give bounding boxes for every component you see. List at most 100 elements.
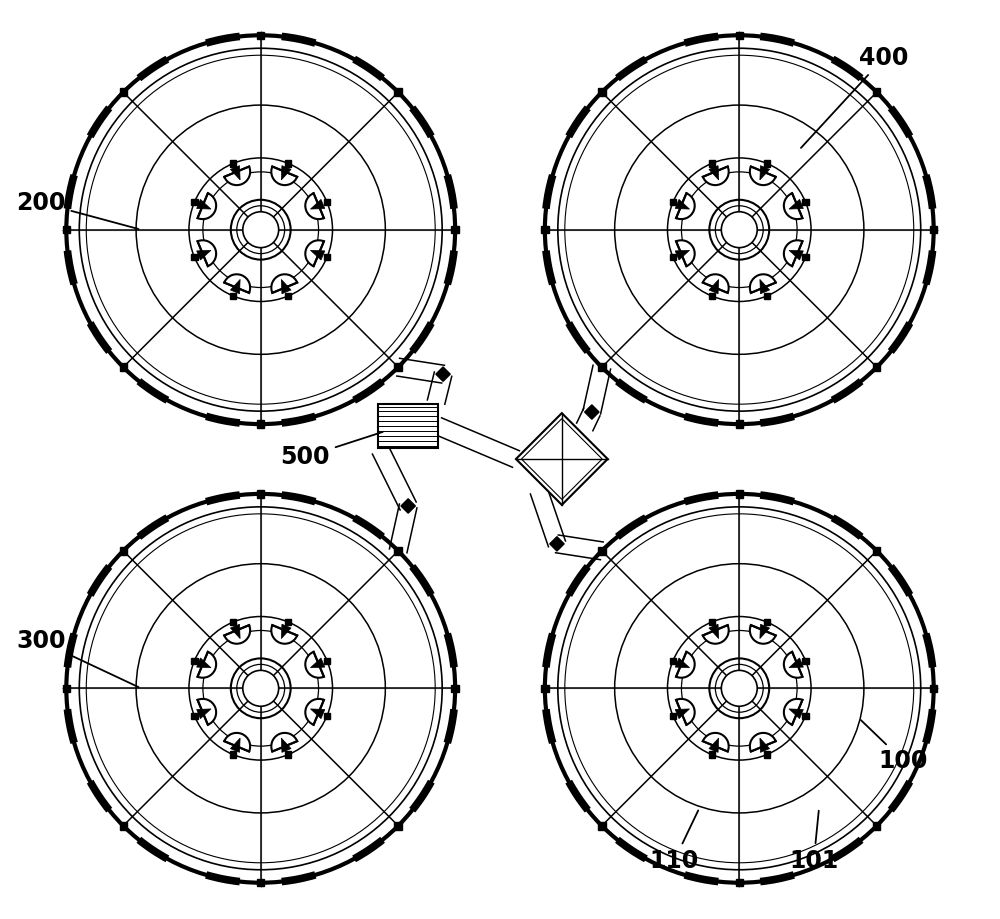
Wedge shape bbox=[271, 732, 297, 752]
Polygon shape bbox=[675, 658, 690, 668]
Bar bbox=[709, 160, 715, 166]
Bar bbox=[451, 685, 459, 692]
Bar bbox=[598, 88, 606, 96]
Circle shape bbox=[721, 670, 757, 707]
Wedge shape bbox=[224, 166, 250, 185]
Wedge shape bbox=[271, 166, 297, 185]
Circle shape bbox=[243, 211, 279, 247]
Bar bbox=[257, 490, 264, 497]
Circle shape bbox=[243, 670, 279, 707]
Bar bbox=[802, 199, 809, 206]
Bar bbox=[670, 199, 676, 206]
Polygon shape bbox=[310, 709, 325, 719]
Bar bbox=[257, 879, 264, 887]
Polygon shape bbox=[709, 624, 719, 639]
Bar bbox=[120, 88, 127, 96]
Bar bbox=[670, 658, 676, 664]
Bar bbox=[709, 752, 715, 758]
Bar bbox=[670, 254, 676, 260]
Wedge shape bbox=[198, 240, 216, 267]
Polygon shape bbox=[230, 738, 240, 753]
Text: 101: 101 bbox=[789, 811, 838, 873]
Bar bbox=[191, 712, 198, 719]
Bar bbox=[191, 199, 198, 206]
Polygon shape bbox=[760, 738, 770, 753]
Bar bbox=[709, 293, 715, 300]
Polygon shape bbox=[760, 279, 770, 294]
Polygon shape bbox=[709, 165, 719, 180]
Bar bbox=[802, 658, 809, 664]
Wedge shape bbox=[271, 625, 297, 643]
Wedge shape bbox=[703, 625, 729, 643]
Polygon shape bbox=[789, 709, 803, 719]
Wedge shape bbox=[703, 274, 729, 293]
Bar bbox=[598, 363, 606, 371]
Polygon shape bbox=[197, 709, 211, 719]
Bar bbox=[63, 685, 70, 692]
Wedge shape bbox=[750, 732, 776, 752]
Bar bbox=[191, 254, 198, 260]
Wedge shape bbox=[676, 193, 695, 219]
Bar bbox=[230, 618, 236, 625]
Bar bbox=[764, 618, 770, 625]
Wedge shape bbox=[676, 240, 695, 267]
Wedge shape bbox=[305, 698, 324, 725]
Polygon shape bbox=[760, 165, 770, 180]
Wedge shape bbox=[305, 193, 324, 219]
Wedge shape bbox=[224, 274, 250, 293]
Bar bbox=[873, 547, 880, 554]
Bar bbox=[230, 160, 236, 166]
Polygon shape bbox=[675, 199, 690, 210]
Wedge shape bbox=[198, 193, 216, 219]
Polygon shape bbox=[709, 279, 719, 294]
Wedge shape bbox=[198, 698, 216, 725]
Bar bbox=[802, 712, 809, 719]
Bar bbox=[736, 31, 743, 39]
Polygon shape bbox=[516, 414, 608, 505]
Bar bbox=[873, 822, 880, 830]
Bar bbox=[736, 420, 743, 428]
Bar bbox=[802, 254, 809, 260]
Polygon shape bbox=[789, 250, 803, 260]
Bar bbox=[764, 752, 770, 758]
Polygon shape bbox=[585, 405, 599, 419]
Polygon shape bbox=[550, 537, 564, 551]
Wedge shape bbox=[305, 652, 324, 677]
Polygon shape bbox=[197, 250, 211, 260]
Polygon shape bbox=[281, 624, 291, 639]
Bar bbox=[285, 618, 291, 625]
Polygon shape bbox=[281, 738, 291, 753]
Polygon shape bbox=[760, 624, 770, 639]
Bar bbox=[394, 363, 402, 371]
Bar bbox=[285, 752, 291, 758]
Polygon shape bbox=[789, 199, 803, 210]
Bar bbox=[394, 822, 402, 830]
Polygon shape bbox=[197, 658, 211, 668]
Bar bbox=[324, 712, 330, 719]
Polygon shape bbox=[675, 250, 690, 260]
Text: 110: 110 bbox=[650, 811, 699, 873]
Text: 100: 100 bbox=[861, 720, 928, 773]
Bar bbox=[63, 226, 70, 233]
Bar bbox=[930, 226, 937, 233]
Polygon shape bbox=[230, 624, 240, 639]
Polygon shape bbox=[310, 658, 325, 668]
Polygon shape bbox=[310, 199, 325, 210]
Wedge shape bbox=[784, 698, 802, 725]
Bar bbox=[324, 658, 330, 664]
Wedge shape bbox=[676, 652, 695, 677]
Text: 300: 300 bbox=[16, 630, 139, 687]
Polygon shape bbox=[281, 165, 291, 180]
Polygon shape bbox=[401, 499, 415, 513]
Circle shape bbox=[721, 211, 757, 247]
Polygon shape bbox=[709, 738, 719, 753]
Wedge shape bbox=[271, 274, 297, 293]
Wedge shape bbox=[784, 652, 802, 677]
Bar bbox=[230, 752, 236, 758]
Bar bbox=[257, 31, 264, 39]
Bar bbox=[394, 88, 402, 96]
Wedge shape bbox=[784, 240, 802, 267]
Polygon shape bbox=[230, 165, 240, 180]
Bar bbox=[191, 658, 198, 664]
Bar bbox=[670, 712, 676, 719]
